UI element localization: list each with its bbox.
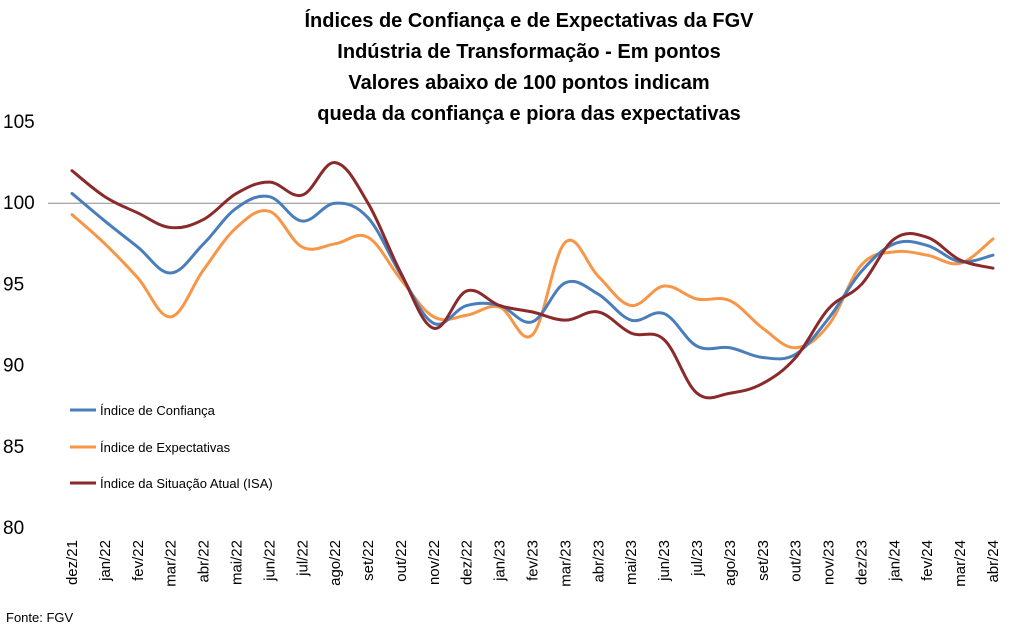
y-tick-label: 80 xyxy=(3,518,24,539)
x-tick-label: jul/22 xyxy=(294,540,311,577)
x-tick-label: dez/22 xyxy=(459,540,476,585)
legend-item-confianca: Índice de Confiança xyxy=(100,403,216,418)
legend-item-expectativas: Índice de Expectativas xyxy=(100,440,231,455)
legend-item-situacao-atual: Índice da Situação Atual (ISA) xyxy=(100,476,273,491)
x-tick-label: fev/22 xyxy=(130,540,147,581)
x-tick-label: jan/22 xyxy=(97,540,114,582)
source-note: Fonte: FGV xyxy=(6,610,74,625)
x-tick-label: ago/23 xyxy=(722,540,739,586)
x-tick-label: mar/22 xyxy=(163,540,180,587)
x-tick-label: abr/24 xyxy=(985,540,1002,583)
x-tick-label: nov/22 xyxy=(426,540,443,585)
series-line-confianca xyxy=(70,191,995,361)
series-line-situacao-atual xyxy=(70,161,995,400)
y-tick-label: 95 xyxy=(3,274,24,295)
x-tick-label: fev/24 xyxy=(919,540,936,581)
chart-title: Índices de Confiança e de Expectativas d… xyxy=(0,6,1011,130)
x-tick-label: jan/23 xyxy=(492,540,509,582)
x-tick-label: set/22 xyxy=(360,540,377,581)
x-tick-label: set/23 xyxy=(755,540,772,581)
x-tick-label: out/22 xyxy=(393,540,410,582)
x-tick-label: ago/22 xyxy=(327,540,344,586)
x-tick-label: mai/22 xyxy=(228,540,245,585)
x-tick-label: abr/23 xyxy=(590,540,607,583)
x-tick-label: out/23 xyxy=(788,540,805,582)
chart-title-line-4: queda da confiança e piora das expectati… xyxy=(317,103,741,125)
x-tick-label: mar/24 xyxy=(952,540,969,587)
chart-title-line-3: Valores abaixo de 100 pontos indicam xyxy=(348,72,710,94)
y-tick-label: 90 xyxy=(3,356,24,377)
y-tick-label: 100 xyxy=(3,193,35,214)
x-tick-label: mai/23 xyxy=(623,540,640,585)
x-tick-label: abr/22 xyxy=(196,540,213,583)
chart-title-line-2: Indústria de Transformação - Em pontos xyxy=(337,41,721,63)
x-tick-label: fev/23 xyxy=(525,540,542,581)
x-tick-label: mar/23 xyxy=(557,540,574,587)
x-tick-label: jun/22 xyxy=(261,540,278,582)
x-tick-label: jan/24 xyxy=(886,540,903,582)
x-tick-label: nov/23 xyxy=(821,540,838,585)
y-tick-label: 105 xyxy=(3,112,35,133)
x-tick-label: jun/23 xyxy=(656,540,673,582)
chart-title-line-1: Índices de Confiança e de Expectativas d… xyxy=(304,10,754,32)
x-tick-label: dez/21 xyxy=(64,540,81,585)
series-line-expectativas xyxy=(70,209,995,350)
x-tick-label: jul/23 xyxy=(689,540,706,577)
x-tick-label: dez/23 xyxy=(853,540,870,585)
y-tick-label: 85 xyxy=(3,437,24,458)
